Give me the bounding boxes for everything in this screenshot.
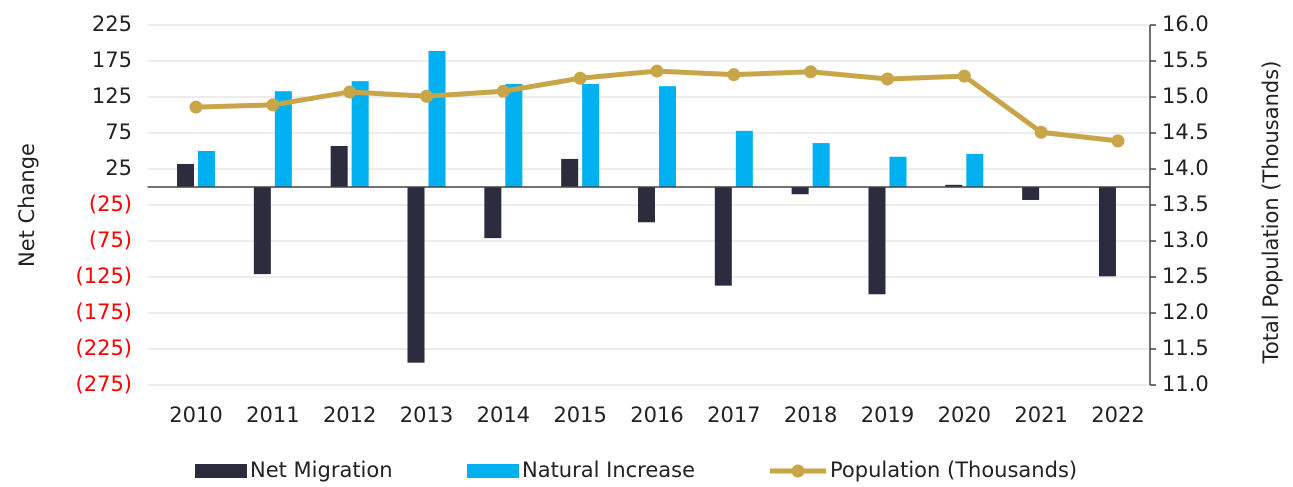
line-marker bbox=[189, 100, 203, 114]
bar bbox=[714, 187, 732, 286]
line-marker bbox=[1111, 134, 1125, 148]
legend-swatch bbox=[195, 464, 247, 478]
x-tick-label: 2011 bbox=[246, 403, 299, 427]
x-tick-label: 2010 bbox=[169, 403, 222, 427]
line-marker bbox=[880, 72, 894, 86]
y-tick-label: 125 bbox=[92, 84, 132, 108]
x-tick-label: 2021 bbox=[1014, 403, 1067, 427]
y2-tick-label: 13.5 bbox=[1162, 192, 1209, 216]
line bbox=[195, 68, 1119, 144]
bar bbox=[637, 187, 655, 223]
y-tick-label: 25 bbox=[105, 156, 132, 180]
bar bbox=[791, 187, 809, 195]
bar bbox=[274, 91, 292, 187]
line-marker bbox=[727, 68, 741, 82]
line-marker bbox=[266, 98, 280, 112]
line-marker bbox=[496, 84, 510, 98]
bar bbox=[889, 156, 907, 187]
y2-tick-label: 11.0 bbox=[1162, 372, 1209, 396]
x-tick-label: 2019 bbox=[861, 403, 914, 427]
y-tick-label: (75) bbox=[89, 228, 132, 252]
bar bbox=[1098, 187, 1116, 277]
y2-tick-label: 15.0 bbox=[1162, 84, 1209, 108]
bar bbox=[177, 163, 195, 187]
x-tick-label: 2014 bbox=[477, 403, 530, 427]
x-tick-label: 2022 bbox=[1091, 403, 1144, 427]
y2-tick-label: 11.5 bbox=[1162, 336, 1209, 360]
legend-label: Population (Thousands) bbox=[830, 458, 1077, 482]
y-tick-label: (175) bbox=[76, 300, 132, 324]
bar bbox=[812, 143, 830, 187]
line-marker bbox=[420, 89, 434, 103]
y2-tick-label: 12.0 bbox=[1162, 300, 1209, 324]
y2-tick-label: 14.5 bbox=[1162, 120, 1209, 144]
bar bbox=[868, 187, 886, 295]
x-tick-label: 2017 bbox=[707, 403, 760, 427]
y-tick-label: 75 bbox=[105, 120, 132, 144]
bar bbox=[945, 184, 963, 187]
bar bbox=[966, 153, 984, 187]
line-marker bbox=[804, 65, 818, 79]
x-tick-label: 2016 bbox=[630, 403, 683, 427]
y-tick-label: 175 bbox=[92, 48, 132, 72]
bar bbox=[561, 158, 579, 187]
legend-swatch bbox=[467, 464, 519, 478]
bar bbox=[428, 50, 446, 187]
bar bbox=[484, 187, 502, 239]
y-tick-label: (225) bbox=[76, 336, 132, 360]
y-tick-label: (25) bbox=[89, 192, 132, 216]
bar bbox=[1022, 187, 1040, 200]
bar bbox=[582, 84, 600, 187]
x-tick-label: 2012 bbox=[323, 403, 376, 427]
y2-tick-label: 16.0 bbox=[1162, 12, 1209, 36]
y2-tick-label: 14.0 bbox=[1162, 156, 1209, 180]
legend-swatch bbox=[791, 464, 805, 478]
bar bbox=[407, 187, 425, 363]
x-tick-label: 2020 bbox=[938, 403, 991, 427]
y2-tick-label: 13.0 bbox=[1162, 228, 1209, 252]
y2-axis-title: Total Population (Thousands) bbox=[1259, 61, 1283, 365]
x-tick-label: 2018 bbox=[784, 403, 837, 427]
bar bbox=[658, 86, 676, 187]
bar bbox=[735, 130, 753, 187]
line-marker bbox=[1034, 125, 1048, 139]
bar bbox=[198, 151, 216, 187]
y2-tick-label: 12.5 bbox=[1162, 264, 1209, 288]
bar bbox=[253, 187, 271, 275]
y-tick-label: (125) bbox=[76, 264, 132, 288]
y-axis-title: Net Change bbox=[15, 143, 39, 267]
line-marker bbox=[650, 64, 664, 78]
line-marker bbox=[573, 71, 587, 85]
bar bbox=[505, 84, 523, 187]
legend-label: Net Migration bbox=[250, 458, 393, 482]
x-tick-label: 2013 bbox=[400, 403, 453, 427]
y-tick-label: 225 bbox=[92, 12, 132, 36]
line-marker bbox=[957, 69, 971, 83]
y2-tick-label: 15.5 bbox=[1162, 48, 1209, 72]
bar bbox=[351, 81, 369, 187]
bar bbox=[330, 145, 348, 187]
legend-label: Natural Increase bbox=[522, 458, 695, 482]
y-tick-label: (275) bbox=[76, 372, 132, 396]
x-tick-label: 2015 bbox=[553, 403, 606, 427]
line-marker bbox=[343, 85, 357, 99]
